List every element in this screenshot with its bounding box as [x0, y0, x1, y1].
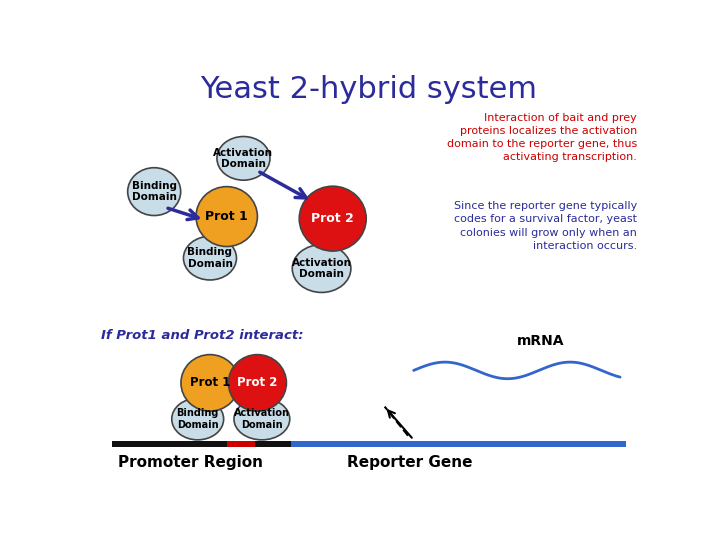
Text: Yeast 2-hybrid system: Yeast 2-hybrid system [200, 75, 538, 104]
Text: Binding
Domain: Binding Domain [176, 408, 219, 430]
Text: Binding
Domain: Binding Domain [132, 181, 176, 202]
Text: Reporter Gene: Reporter Gene [347, 455, 472, 470]
Bar [227, 441, 255, 447]
Text: If Prot1 and Prot2 interact:: If Prot1 and Prot2 interact: [101, 329, 304, 342]
Ellipse shape [234, 399, 289, 440]
Ellipse shape [181, 355, 239, 411]
Ellipse shape [228, 355, 287, 411]
Text: Promoter Region: Promoter Region [118, 455, 263, 470]
Bar [255, 441, 291, 447]
Text: Interaction of bait and prey
proteins localizes the activation
domain to the rep: Interaction of bait and prey proteins lo… [446, 113, 637, 162]
Text: Binding
Domain: Binding Domain [187, 247, 233, 269]
Text: Prot 1: Prot 1 [205, 210, 248, 223]
Ellipse shape [196, 187, 258, 246]
Ellipse shape [127, 168, 181, 215]
Text: Activation
Domain: Activation Domain [213, 147, 274, 169]
Text: Since the reporter gene typically
codes for a survival factor, yeast
colonies wi: Since the reporter gene typically codes … [454, 201, 637, 251]
Ellipse shape [292, 245, 351, 293]
Text: Prot 1: Prot 1 [190, 376, 230, 389]
Ellipse shape [300, 186, 366, 251]
Text: mRNA: mRNA [517, 334, 564, 348]
Ellipse shape [217, 137, 270, 180]
Text: Activation
Domain: Activation Domain [292, 258, 351, 279]
Ellipse shape [184, 237, 236, 280]
Text: Prot 2: Prot 2 [237, 376, 278, 389]
Ellipse shape [172, 399, 224, 440]
Text: Prot 2: Prot 2 [311, 212, 354, 225]
Bar [112, 441, 227, 447]
Bar [291, 441, 626, 447]
Text: Activation
Domain: Activation Domain [234, 408, 290, 430]
